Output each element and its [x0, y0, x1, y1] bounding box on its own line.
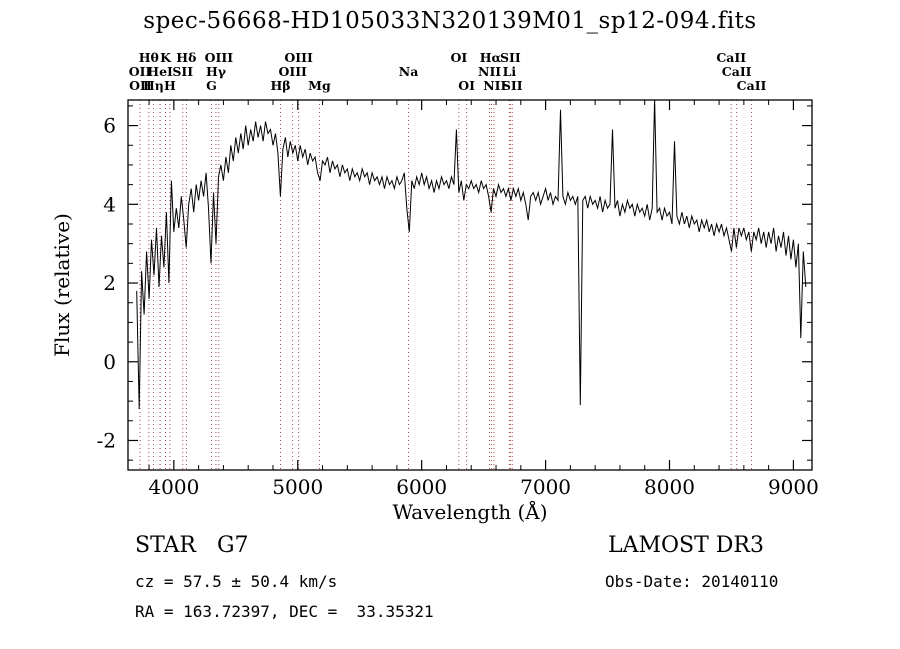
classification-text: STAR G7	[135, 533, 249, 558]
svg-text:Hα: Hα	[480, 50, 502, 65]
obs-date-text: Obs-Date: 20140110	[605, 572, 779, 591]
svg-text:OI: OI	[450, 50, 467, 65]
svg-text:7000: 7000	[520, 475, 571, 499]
svg-text:Hθ: Hθ	[139, 50, 159, 65]
svg-text:H: H	[164, 78, 176, 93]
y-axis-label: Flux (relative)	[50, 213, 74, 357]
cz-value-text: cz = 57.5 ± 50.4 km/s	[135, 572, 338, 591]
survey-release-text: LAMOST DR3	[608, 533, 764, 558]
svg-text:SII: SII	[172, 64, 193, 79]
svg-text:6000: 6000	[396, 475, 447, 499]
svg-text:Hβ: Hβ	[270, 78, 290, 93]
x-axis-label: Wavelength (Å)	[392, 500, 548, 524]
svg-text:OIII: OIII	[205, 50, 234, 65]
svg-text:Hγ: Hγ	[206, 64, 227, 79]
svg-text:CaII: CaII	[722, 64, 752, 79]
svg-text:OII: OII	[129, 78, 152, 93]
svg-text:OII: OII	[129, 64, 152, 79]
spectral-line-markers	[139, 100, 753, 470]
svg-text:Mg: Mg	[308, 78, 331, 93]
svg-text:-2: -2	[97, 428, 116, 452]
svg-text:Na: Na	[399, 64, 419, 79]
svg-text:4: 4	[103, 192, 116, 216]
plot-title: spec-56668-HD105033N320139M01_sp12-094.f…	[143, 8, 757, 34]
svg-text:OIII: OIII	[278, 64, 307, 79]
svg-text:4000: 4000	[148, 475, 199, 499]
axes: 4000 5000 6000 7000 8000 9000 -2 0 2 4 6	[97, 99, 819, 499]
svg-text:OI: OI	[458, 78, 475, 93]
ra-dec-text: RA = 163.72397, DEC = 33.35321	[135, 602, 434, 621]
spectrum-line	[136, 100, 807, 410]
svg-text:SII: SII	[500, 50, 521, 65]
svg-text:G: G	[206, 78, 217, 93]
svg-text:2: 2	[103, 271, 116, 295]
svg-text:Hδ: Hδ	[176, 50, 196, 65]
svg-text:NII: NII	[483, 78, 506, 93]
svg-text:CaII: CaII	[737, 78, 767, 93]
svg-text:K: K	[160, 50, 172, 65]
svg-text:0: 0	[103, 350, 116, 374]
svg-text:CaII: CaII	[716, 50, 746, 65]
svg-text:OIII: OIII	[284, 50, 313, 65]
svg-text:6: 6	[103, 114, 116, 138]
svg-text:9000: 9000	[768, 475, 819, 499]
svg-text:HeI: HeI	[147, 64, 173, 79]
svg-text:NII: NII	[478, 64, 501, 79]
svg-text:8000: 8000	[644, 475, 695, 499]
svg-text:Li: Li	[503, 64, 517, 79]
svg-text:Hη: Hη	[143, 78, 164, 93]
svg-text:5000: 5000	[272, 475, 323, 499]
svg-text:SII: SII	[502, 78, 523, 93]
